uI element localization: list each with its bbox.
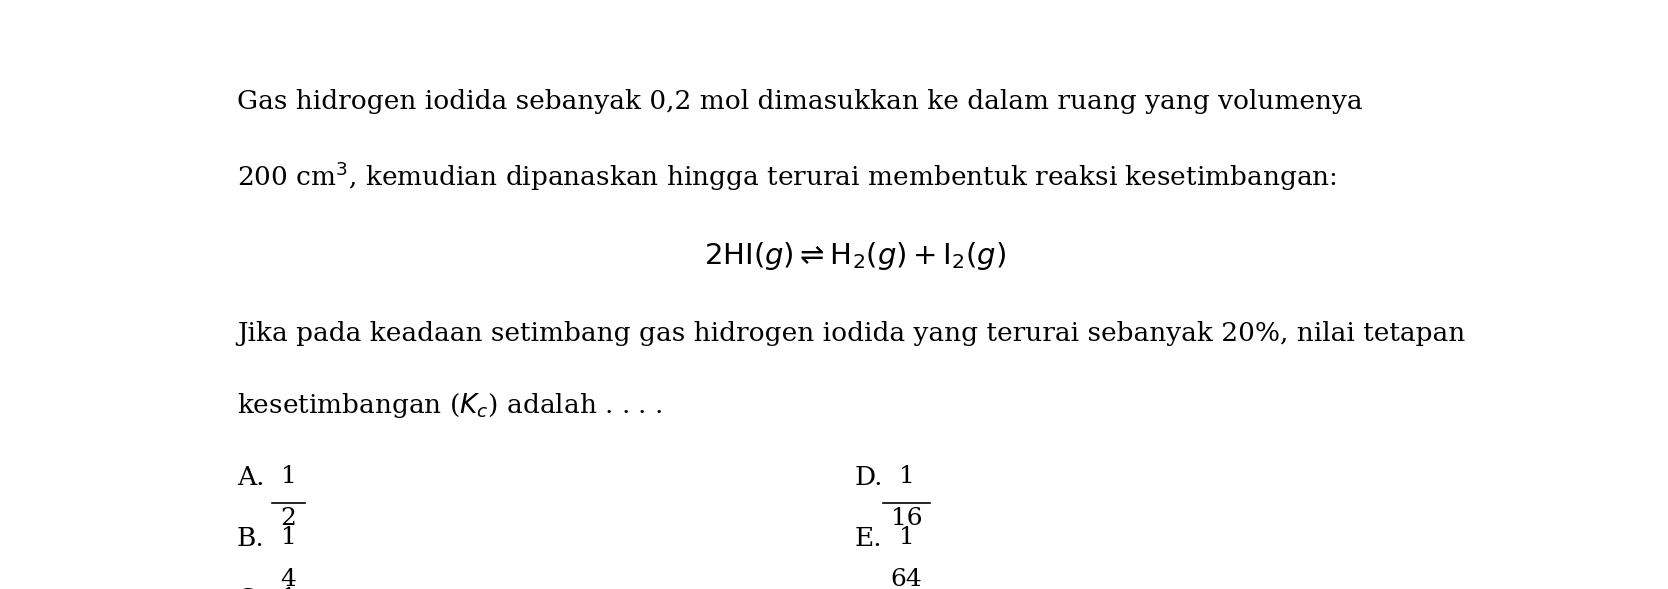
Text: 64: 64: [891, 568, 922, 589]
Text: A.: A.: [237, 465, 265, 490]
Text: 1: 1: [280, 587, 297, 589]
Text: C.: C.: [237, 587, 265, 589]
Text: Jika pada keadaan setimbang gas hidrogen iodida yang terurai sebanyak 20%, nilai: Jika pada keadaan setimbang gas hidrogen…: [237, 321, 1465, 346]
Text: kesetimbangan ($K_c$) adalah . . . .: kesetimbangan ($K_c$) adalah . . . .: [237, 391, 662, 420]
Text: 1: 1: [280, 526, 297, 549]
Text: B.: B.: [237, 526, 265, 551]
Text: 1: 1: [899, 465, 914, 488]
Text: 1: 1: [280, 465, 297, 488]
Text: 1: 1: [899, 526, 914, 549]
Text: 2: 2: [280, 507, 297, 530]
Text: Gas hidrogen iodida sebanyak 0,2 mol dimasukkan ke dalam ruang yang volumenya: Gas hidrogen iodida sebanyak 0,2 mol dim…: [237, 89, 1363, 114]
Text: D.: D.: [854, 465, 884, 490]
Text: 200 cm$^3$, kemudian dipanaskan hingga terurai membentuk reaksi kesetimbangan:: 200 cm$^3$, kemudian dipanaskan hingga t…: [237, 159, 1336, 193]
Text: 16: 16: [891, 507, 922, 530]
Text: 4: 4: [280, 568, 297, 589]
Text: E.: E.: [854, 526, 882, 551]
Text: $2\mathrm{HI}(g) \rightleftharpoons \mathrm{H_2}(g) + \mathrm{I_2}(g)$: $2\mathrm{HI}(g) \rightleftharpoons \mat…: [704, 240, 1006, 272]
